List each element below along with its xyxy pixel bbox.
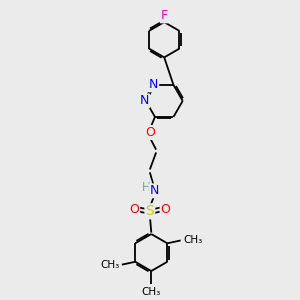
Text: CH₃: CH₃ [100,260,120,270]
Text: CH₃: CH₃ [183,236,202,245]
Text: H: H [142,181,151,194]
Text: F: F [161,9,168,22]
Text: N: N [149,184,159,197]
Text: S: S [146,204,154,218]
Text: N: N [140,94,149,107]
Text: N: N [149,78,158,92]
Text: CH₃: CH₃ [142,287,161,297]
Text: O: O [145,126,155,139]
Text: O: O [160,202,170,215]
Text: O: O [129,202,139,215]
